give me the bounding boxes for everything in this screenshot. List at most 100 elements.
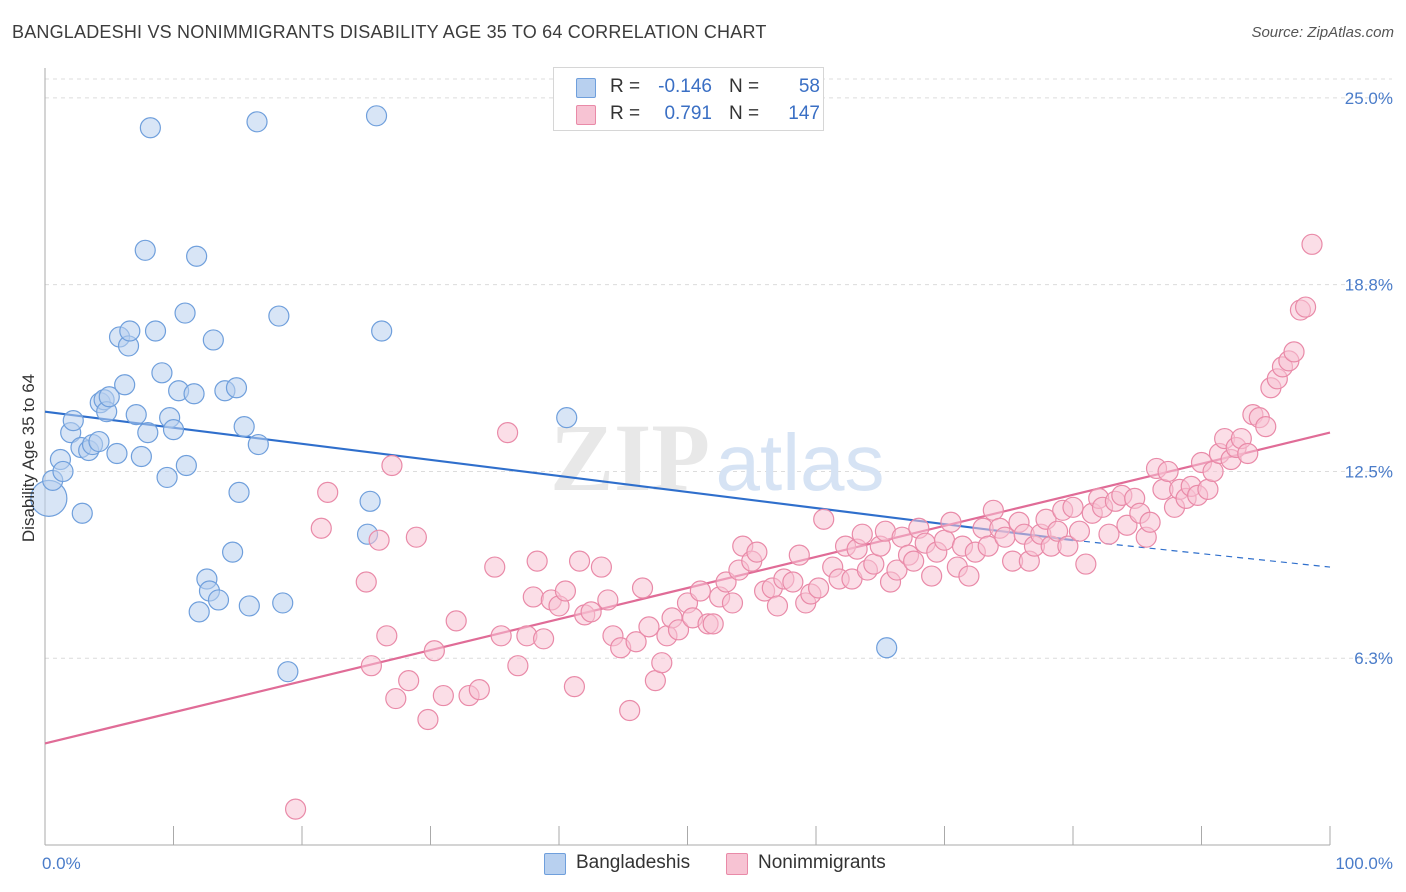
point-nonimmigrants: [702, 613, 724, 635]
series-swatch-nonimmigrants: [726, 853, 748, 875]
point-bangladeshis: [98, 386, 120, 408]
point-bangladeshis: [228, 481, 250, 503]
point-nonimmigrants: [994, 526, 1016, 548]
point-nonimmigrants: [468, 678, 490, 701]
point-nonimmigrants: [381, 454, 403, 477]
point-nonimmigrants: [526, 550, 548, 572]
point-nonimmigrants: [590, 556, 613, 578]
point-nonimmigrants: [651, 652, 673, 674]
point-bangladeshis: [202, 329, 224, 351]
point-bangladeshis: [137, 421, 159, 444]
point-nonimmigrants: [490, 625, 512, 647]
point-bangladeshis: [188, 601, 210, 623]
point-nonimmigrants: [376, 625, 398, 647]
point-nonimmigrants: [851, 523, 873, 545]
point-nonimmigrants: [667, 619, 690, 641]
point-nonimmigrants: [807, 577, 830, 599]
legend-r-label: R =: [610, 76, 641, 97]
gridlines: [45, 78, 1392, 659]
series-label: Bangladeshis: [576, 852, 691, 873]
point-nonimmigrants: [417, 708, 439, 731]
point-nonimmigrants: [1098, 523, 1120, 545]
point-nonimmigrants: [310, 517, 332, 539]
point-nonimmigrants: [886, 559, 908, 581]
point-bangladeshis: [144, 320, 167, 342]
y-tick-labels: 6.3% 12.5% 18.8% 25.0%: [1345, 89, 1393, 668]
watermark-atlas: atlas: [716, 418, 885, 507]
y-tick-label: 12.5%: [1345, 462, 1393, 481]
point-nonimmigrants: [568, 550, 591, 572]
point-bangladeshis: [268, 305, 290, 327]
point-bangladeshis: [876, 637, 898, 659]
x-tick-label: 0.0%: [42, 854, 81, 873]
point-nonimmigrants: [597, 589, 619, 611]
point-bangladeshis: [119, 320, 141, 342]
y-tick-label: 25.0%: [1345, 89, 1393, 108]
legend-n-label: N =: [729, 103, 760, 124]
point-nonimmigrants: [368, 529, 390, 551]
point-nonimmigrants: [405, 526, 427, 548]
point-nonimmigrants: [625, 631, 647, 653]
point-bangladeshis: [162, 419, 185, 441]
point-nonimmigrants: [788, 544, 810, 566]
point-nonimmigrants: [1068, 520, 1091, 542]
point-bangladeshis: [106, 442, 128, 465]
point-bangladeshis: [175, 454, 197, 477]
point-nonimmigrants: [1057, 535, 1079, 557]
watermark-zip: ZIP: [550, 404, 710, 511]
point-nonimmigrants: [1157, 460, 1179, 483]
point-bangladeshis: [238, 595, 260, 617]
point-nonimmigrants: [1301, 233, 1323, 255]
correlation-legend: R = -0.146 N = 58 R = 0.791 N = 147: [553, 67, 824, 131]
source-label: Source: ZipAtlas.com: [1251, 24, 1394, 41]
point-nonimmigrants: [398, 670, 420, 692]
point-nonimmigrants: [284, 798, 307, 820]
point-nonimmigrants: [903, 550, 925, 572]
point-bangladeshis: [246, 111, 268, 133]
point-bangladeshis: [247, 433, 269, 456]
point-nonimmigrants: [782, 571, 804, 593]
point-nonimmigrants: [958, 565, 980, 587]
point-bangladeshis: [62, 410, 84, 432]
point-nonimmigrants: [933, 529, 956, 551]
legend-r-label: R =: [610, 103, 641, 124]
point-bangladeshis: [556, 407, 578, 429]
trend-lines: [44, 410, 1331, 745]
point-nonimmigrants: [1139, 511, 1161, 533]
point-bangladeshis: [125, 404, 147, 426]
point-nonimmigrants: [638, 616, 660, 638]
point-bangladeshis: [139, 117, 161, 139]
point-nonimmigrants: [1283, 341, 1305, 363]
point-bangladeshis: [186, 245, 208, 267]
point-nonimmigrants: [522, 586, 544, 608]
series-label: Nonimmigrants: [758, 852, 886, 873]
legend-swatch-bangladeshis: [576, 78, 596, 98]
legend-n-value: 147: [788, 103, 820, 124]
trend-line-bangladeshis: [44, 410, 1074, 542]
point-bangladeshis: [359, 490, 381, 512]
point-nonimmigrants: [977, 535, 999, 557]
trend-line-nonimmigrants: [44, 431, 1331, 745]
y-axis-label: Disability Age 35 to 64: [19, 374, 38, 542]
point-nonimmigrants: [1197, 478, 1219, 500]
point-bangladeshis: [183, 383, 205, 405]
point-nonimmigrants: [497, 421, 519, 444]
point-nonimmigrants: [766, 595, 789, 617]
point-nonimmigrants: [940, 511, 962, 533]
point-bangladeshis: [174, 302, 196, 324]
point-bangladeshis: [272, 592, 294, 614]
point-bangladeshis: [277, 661, 299, 683]
point-nonimmigrants: [355, 571, 377, 593]
axes: [44, 68, 1331, 846]
point-nonimmigrants: [484, 556, 506, 578]
point-bangladeshis: [371, 320, 393, 342]
point-nonimmigrants: [554, 580, 577, 602]
chart-title: BANGLADESHI VS NONIMMIGRANTS DISABILITY …: [12, 22, 767, 42]
point-nonimmigrants: [1294, 296, 1317, 318]
point-nonimmigrants: [1202, 460, 1224, 483]
point-nonimmigrants: [1062, 496, 1084, 518]
point-bangladeshis: [222, 541, 244, 563]
point-nonimmigrants: [445, 610, 467, 632]
point-bangladeshis: [52, 460, 74, 483]
point-nonimmigrants: [507, 655, 529, 677]
